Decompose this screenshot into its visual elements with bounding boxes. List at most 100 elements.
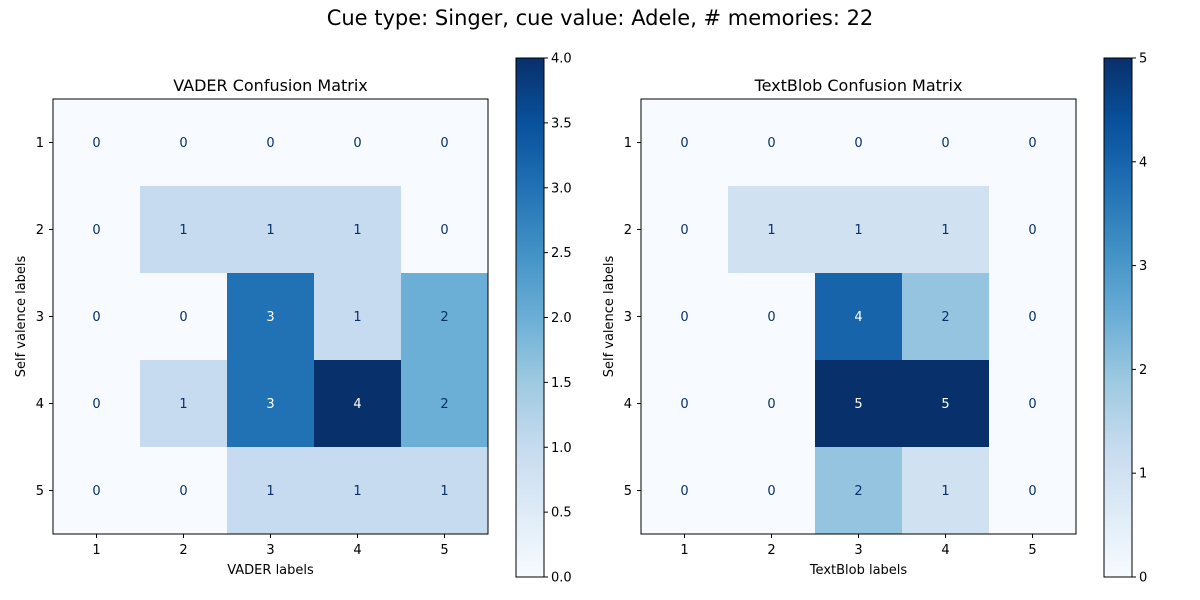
heatmap-cell [140, 186, 228, 274]
cell-value-label: 4 [854, 310, 862, 325]
heatmap-cell [989, 99, 1077, 187]
cell-value-label: 0 [680, 397, 688, 412]
colorbar-tick-label: 4.0 [551, 52, 572, 67]
x-tick-label: 4 [353, 543, 361, 558]
x-tick-label: 5 [1028, 543, 1036, 558]
y-tick-label: 5 [36, 484, 44, 499]
colorbar-tick-label: 2 [1139, 363, 1147, 378]
heatmap-cell [401, 186, 489, 274]
heatmap-cell [140, 273, 228, 361]
cell-value-label: 1 [941, 484, 949, 499]
heatmap-cell [728, 99, 816, 187]
cell-value-label: 0 [767, 397, 775, 412]
heatmap-cell [227, 273, 315, 361]
y-tick-label: 3 [624, 310, 632, 325]
heatmap-cell [728, 186, 816, 274]
cell-value-label: 0 [92, 397, 100, 412]
cell-value-label: 0 [854, 136, 862, 151]
heatmap-cell [989, 186, 1077, 274]
cell-value-label: 0 [767, 484, 775, 499]
x-tick-label: 2 [179, 543, 187, 558]
heatmap-cell [401, 99, 489, 187]
heatmap-cell [401, 447, 489, 535]
cell-value-label: 1 [854, 223, 862, 238]
cell-value-label: 1 [440, 484, 448, 499]
cell-value-label: 1 [179, 397, 187, 412]
cell-value-label: 0 [680, 484, 688, 499]
colorbar-tick-label: 3.5 [551, 116, 572, 131]
x-tick-label: 5 [440, 543, 448, 558]
y-axis-label: Self valence labels [602, 255, 617, 377]
y-tick-label: 2 [624, 223, 632, 238]
cell-value-label: 0 [440, 223, 448, 238]
cell-value-label: 5 [941, 397, 949, 412]
cell-value-label: 3 [266, 397, 274, 412]
chart-title: VADER Confusion Matrix [173, 76, 368, 95]
y-tick-label: 5 [624, 484, 632, 499]
heatmap-cell [989, 273, 1077, 361]
heatmap-cell [53, 99, 141, 187]
heatmap-cell [227, 360, 315, 448]
cell-value-label: 0 [179, 310, 187, 325]
colorbar-tick-label: 0.5 [551, 506, 572, 521]
cell-value-label: 2 [854, 484, 862, 499]
x-tick-label: 1 [680, 543, 688, 558]
colorbar-tick-label: 0 [1139, 571, 1147, 586]
colorbar-tick-label: 1.0 [551, 441, 572, 456]
y-tick-label: 1 [624, 136, 632, 151]
cell-value-label: 0 [179, 136, 187, 151]
y-tick-label: 4 [36, 397, 44, 412]
cell-value-label: 0 [1028, 223, 1036, 238]
cell-value-label: 0 [1028, 484, 1036, 499]
heatmap-cell [902, 273, 990, 361]
heatmap-cell [641, 360, 729, 448]
cell-value-label: 0 [941, 136, 949, 151]
heatmap-cell [815, 447, 903, 535]
cell-value-label: 2 [941, 310, 949, 325]
x-tick-label: 3 [854, 543, 862, 558]
cell-value-label: 0 [767, 310, 775, 325]
cell-value-label: 3 [266, 310, 274, 325]
y-tick-label: 1 [36, 136, 44, 151]
heatmap-cell [53, 273, 141, 361]
colorbar-tick-label: 2.5 [551, 246, 572, 261]
colorbar-tick-label: 0.0 [551, 571, 572, 586]
x-axis-label: VADER labels [227, 563, 314, 578]
figure-title: Cue type: Singer, cue value: Adele, # me… [326, 6, 874, 30]
heatmap-cell [641, 99, 729, 187]
heatmap-cell [227, 99, 315, 187]
heatmap-cell [314, 273, 402, 361]
cell-value-label: 0 [680, 136, 688, 151]
heatmap-cell [641, 186, 729, 274]
heatmap-cell [314, 186, 402, 274]
cell-value-label: 2 [440, 397, 448, 412]
colorbar-tick-label: 5 [1139, 52, 1147, 67]
x-tick-label: 3 [266, 543, 274, 558]
x-tick-label: 1 [92, 543, 100, 558]
heatmap-cell [728, 273, 816, 361]
x-tick-label: 4 [941, 543, 949, 558]
heatmap-cell [989, 447, 1077, 535]
colorbar [1103, 57, 1133, 578]
cell-value-label: 0 [1028, 310, 1036, 325]
heatmap-cell [140, 360, 228, 448]
cell-value-label: 0 [1028, 136, 1036, 151]
colorbar [515, 57, 545, 578]
heatmap-cell [815, 360, 903, 448]
cell-value-label: 0 [92, 310, 100, 325]
cell-value-label: 0 [680, 223, 688, 238]
x-tick-label: 2 [767, 543, 775, 558]
heatmap-cell [902, 186, 990, 274]
cell-value-label: 0 [1028, 397, 1036, 412]
cell-value-label: 0 [92, 223, 100, 238]
heatmap-cell [53, 447, 141, 535]
cell-value-label: 1 [353, 310, 361, 325]
cell-value-label: 5 [854, 397, 862, 412]
heatmap-cell [902, 360, 990, 448]
cell-value-label: 0 [266, 136, 274, 151]
heatmap-cell [728, 360, 816, 448]
chart-panel-2: 0 0 0 0 0 0 1 1 1 0 0 0 4 2 0 0 0 5 5 0 0 0 2 1 0 1 2 3 4 5 1 2 3 4 5 TextB… [602, 52, 1147, 586]
heatmap-cell [815, 273, 903, 361]
heatmap-cell [227, 447, 315, 535]
